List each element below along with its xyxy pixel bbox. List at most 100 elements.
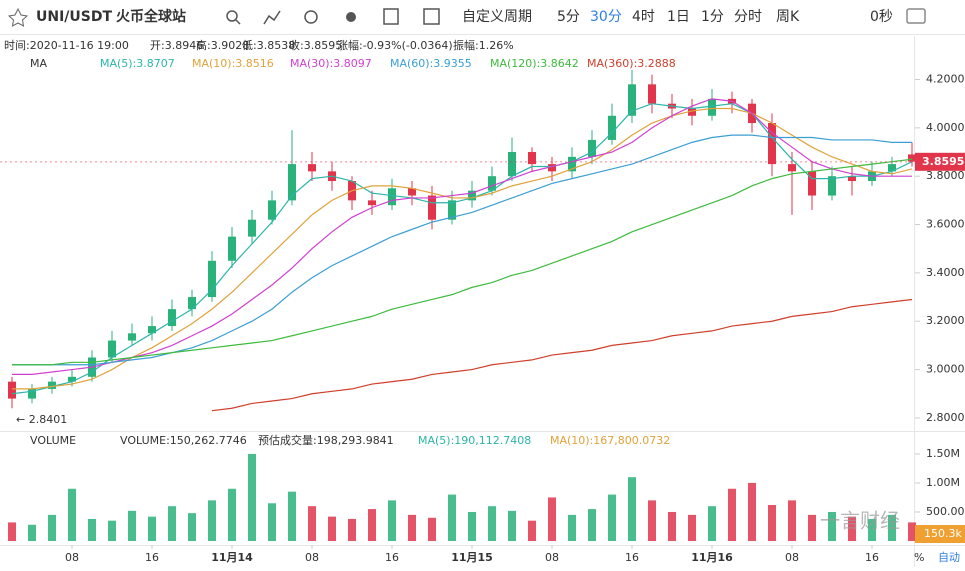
candle-body bbox=[848, 176, 856, 182]
candle-body bbox=[628, 84, 636, 116]
volume-bar bbox=[908, 522, 916, 541]
candle-body bbox=[288, 164, 296, 201]
volume-bar bbox=[788, 500, 796, 541]
period-button[interactable]: 5分 bbox=[557, 9, 580, 25]
x-tick-label: 11月14 bbox=[211, 551, 253, 564]
scale-auto[interactable]: 自动 bbox=[938, 551, 960, 564]
indicator-icon[interactable] bbox=[263, 10, 281, 25]
timer: 0秒 bbox=[870, 9, 893, 25]
candle-body bbox=[708, 98, 716, 116]
volume-bar bbox=[708, 506, 716, 541]
period-button[interactable]: 30分 bbox=[590, 9, 622, 25]
ohlc-info: 涨幅:-0.93%(-0.0364) bbox=[337, 39, 453, 52]
x-tick-label: 11月16 bbox=[691, 551, 733, 564]
candle-body bbox=[308, 164, 316, 172]
volume-bar bbox=[728, 488, 736, 541]
settings-icon[interactable] bbox=[304, 10, 318, 24]
x-tick-label: 08 bbox=[785, 551, 799, 564]
custom-period[interactable]: 自定义周期 bbox=[462, 9, 532, 25]
y-tick-label: 3.8000 bbox=[926, 169, 965, 182]
volume-last-tag bbox=[915, 525, 965, 543]
period-button[interactable]: 分时 bbox=[734, 9, 762, 25]
candle-body bbox=[408, 188, 416, 196]
candle-body bbox=[368, 200, 376, 206]
period-button[interactable]: 周K bbox=[776, 9, 800, 25]
volume-bar bbox=[568, 514, 576, 541]
x-tick-label: 11月15 bbox=[451, 551, 493, 564]
candle-body bbox=[448, 200, 456, 220]
volume-bar bbox=[508, 510, 516, 541]
ohlc-info: 开:3.8946 bbox=[150, 39, 203, 52]
period-button[interactable]: 4时 bbox=[632, 9, 655, 25]
x-tick-label: 16 bbox=[865, 551, 879, 564]
volume-bar bbox=[188, 513, 196, 541]
volume-bar bbox=[128, 510, 136, 541]
last-price-tag bbox=[915, 152, 965, 171]
volume-bar bbox=[408, 514, 416, 541]
ma-legend: MA(30):3.8097 bbox=[290, 57, 372, 70]
x-tick-label: 08 bbox=[545, 551, 559, 564]
candle-body bbox=[768, 123, 776, 165]
volume-bar bbox=[688, 514, 696, 541]
candle-body bbox=[68, 376, 76, 382]
candle-body bbox=[48, 381, 56, 389]
candle-body bbox=[608, 115, 616, 140]
y-tick-label: 3.6000 bbox=[926, 218, 965, 231]
depth-icon[interactable] bbox=[383, 8, 399, 25]
favorite-icon[interactable] bbox=[7, 7, 29, 27]
x-tick-label: 08 bbox=[65, 551, 79, 564]
candle-body bbox=[8, 381, 16, 399]
ohlc-info: 高:3.9028 bbox=[196, 38, 249, 52]
volume-bar bbox=[528, 520, 536, 541]
ohlc-info: 时间:2020-11-16 19:00 bbox=[4, 39, 129, 52]
y-tick-label: 4.2000 bbox=[926, 73, 965, 86]
volume-bar bbox=[108, 520, 116, 541]
volume-bar bbox=[628, 477, 636, 541]
period-button[interactable]: 1日 bbox=[667, 9, 690, 25]
x-tick-label: 16 bbox=[145, 551, 159, 564]
scale-percent[interactable]: % bbox=[914, 551, 924, 564]
ma-line bbox=[12, 98, 912, 376]
volume-bar bbox=[348, 518, 356, 541]
period-button[interactable]: 1分 bbox=[701, 9, 724, 25]
volume-bar bbox=[608, 494, 616, 541]
volume-tick-label: 1.50M bbox=[926, 447, 960, 460]
volume-legend: 预估成交量:198,293.9841 bbox=[258, 433, 394, 447]
volume-bar bbox=[168, 506, 176, 541]
volume-bar bbox=[848, 516, 856, 541]
candle-body bbox=[528, 152, 536, 165]
volume-bar bbox=[68, 488, 76, 541]
volume-bar bbox=[668, 511, 676, 541]
volume-bar bbox=[448, 494, 456, 541]
candle-body bbox=[208, 260, 216, 298]
volume-bar bbox=[228, 488, 236, 541]
ma-line bbox=[12, 107, 913, 390]
x-tick-label: 16 bbox=[625, 551, 639, 564]
volume-bar bbox=[268, 503, 276, 541]
candle-body bbox=[808, 171, 816, 196]
candle-body bbox=[488, 176, 496, 191]
ma-legend: MA(10):3.8516 bbox=[192, 57, 274, 70]
screenshot-icon[interactable] bbox=[906, 8, 926, 24]
volume-bar bbox=[208, 500, 216, 541]
volume-legend: VOLUME:150,262.7746 bbox=[120, 434, 247, 447]
candle-body bbox=[908, 154, 916, 162]
chart-type-icon[interactable] bbox=[423, 8, 440, 25]
candle-body bbox=[888, 164, 896, 172]
candle-body bbox=[588, 139, 596, 157]
volume-bar bbox=[748, 482, 756, 541]
ma-legend: MA(5):3.8707 bbox=[100, 57, 175, 70]
ohlc-info: 收:3.8595 bbox=[289, 38, 342, 52]
indicator-name: MA bbox=[30, 57, 47, 70]
theme-icon[interactable] bbox=[346, 12, 356, 22]
volume-bar bbox=[28, 524, 36, 541]
low-marker: ← 2.8401 bbox=[16, 413, 67, 426]
search-icon[interactable] bbox=[226, 10, 238, 22]
candle-body bbox=[148, 326, 156, 334]
volume-last-label: 150.3k bbox=[924, 527, 962, 540]
ma-legend: MA(120):3.8642 bbox=[490, 57, 579, 70]
volume-bar bbox=[548, 497, 556, 541]
volume-bar bbox=[288, 491, 296, 541]
